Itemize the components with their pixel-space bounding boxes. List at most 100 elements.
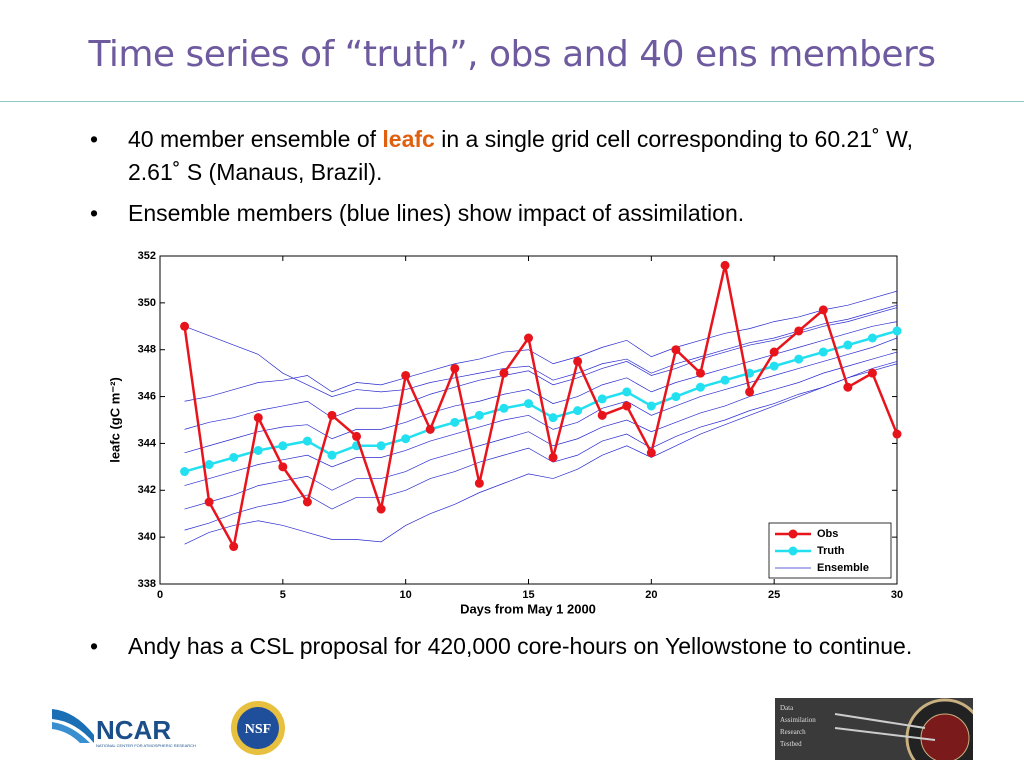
x-tick-label: 5 <box>280 589 286 601</box>
data-point <box>425 424 435 434</box>
data-point <box>695 382 705 392</box>
data-point <box>376 441 386 451</box>
ensemble-line <box>184 304 898 397</box>
data-point <box>302 497 312 507</box>
x-tick-label: 20 <box>645 589 657 601</box>
legend-label: Truth <box>817 545 845 557</box>
data-point <box>843 382 853 392</box>
y-tick-label: 348 <box>138 344 156 356</box>
y-tick-label: 338 <box>138 578 156 590</box>
dart-text: Assimilation <box>780 716 816 724</box>
data-point <box>818 347 828 357</box>
data-point <box>573 356 583 366</box>
data-point <box>548 452 558 462</box>
data-point <box>524 399 533 409</box>
bullet: 40 member ensemble of leafc in a single … <box>90 123 958 189</box>
data-point <box>327 410 337 420</box>
data-point <box>671 392 681 402</box>
ncar-swoosh <box>52 709 94 743</box>
data-point <box>352 431 362 441</box>
ncar-logo: NCAR NATIONAL CENTER FOR ATMOSPHERIC RES… <box>52 709 196 748</box>
data-point <box>597 394 607 404</box>
data-point <box>597 410 607 420</box>
title-rule <box>0 101 1024 102</box>
data-point <box>867 333 877 343</box>
data-point <box>253 445 263 455</box>
data-point <box>302 436 312 446</box>
legend-marker <box>788 529 798 539</box>
ensemble-line <box>184 351 898 510</box>
y-tick-label: 340 <box>138 531 156 543</box>
legend-label: Obs <box>817 528 838 540</box>
x-tick-label: 0 <box>157 589 163 601</box>
y-tick-label: 352 <box>138 250 156 262</box>
x-tick-label: 15 <box>522 589 534 601</box>
data-point <box>646 401 656 411</box>
ensemble-line <box>184 307 898 430</box>
data-point <box>229 452 239 462</box>
data-point <box>524 333 533 343</box>
legend-marker <box>788 546 798 556</box>
ensemble-line <box>184 290 898 402</box>
data-point <box>720 260 730 270</box>
data-point <box>204 460 214 470</box>
data-point <box>204 497 214 507</box>
ncar-swoosh <box>52 722 90 743</box>
data-point <box>867 368 877 378</box>
data-point <box>450 417 460 427</box>
x-tick-label: 10 <box>400 589 412 601</box>
data-point <box>499 403 509 413</box>
ncar-text: NCAR <box>96 715 171 745</box>
data-point <box>180 321 190 331</box>
dart <box>834 713 926 729</box>
data-point <box>376 504 386 514</box>
data-point <box>499 368 509 378</box>
slide-title: Time series of “truth”, obs and 40 ens m… <box>88 34 936 75</box>
x-tick-label: 30 <box>891 589 903 601</box>
dartboard-ring <box>920 713 970 760</box>
data-point <box>794 354 804 364</box>
ncar-subtext: NATIONAL CENTER FOR ATMOSPHERIC RESEARCH <box>96 743 196 748</box>
data-point <box>622 387 632 397</box>
bullet-text: in a single grid cell corresponding to 6… <box>128 126 913 185</box>
data-point <box>180 467 190 477</box>
y-axis-label: leafc (gC m⁻²) <box>107 377 122 463</box>
data-point <box>474 478 484 488</box>
y-tick-label: 342 <box>138 484 156 496</box>
x-tick-label: 25 <box>768 589 780 601</box>
y-tick-label: 344 <box>138 437 157 449</box>
dart-text: Research <box>780 728 806 736</box>
ensemble-line <box>184 337 898 486</box>
nsf-text: NSF <box>245 722 271 737</box>
nsf-disc <box>237 707 279 749</box>
data-point <box>745 387 755 397</box>
data-point <box>892 326 902 336</box>
data-point <box>229 542 239 552</box>
dart-text: Data <box>780 704 794 712</box>
data-point <box>474 410 484 420</box>
data-point <box>278 441 288 451</box>
data-point <box>843 340 853 350</box>
data-point <box>720 375 730 385</box>
data-point <box>695 368 705 378</box>
data-point <box>818 305 828 315</box>
data-point <box>671 345 681 355</box>
data-point <box>450 363 460 373</box>
data-point <box>794 326 804 336</box>
bullet: Ensemble members (blue lines) show impac… <box>90 197 958 230</box>
nsf-logo: NSF <box>231 701 285 755</box>
data-point <box>892 429 902 439</box>
data-point <box>622 401 632 411</box>
data-point <box>573 406 583 416</box>
data-point <box>327 450 337 460</box>
data-point <box>253 413 263 423</box>
data-point <box>769 361 779 371</box>
dart <box>834 727 936 741</box>
data-point <box>401 434 411 444</box>
bullet-text: 40 member ensemble of <box>128 126 383 152</box>
y-tick-label: 350 <box>138 297 156 309</box>
data-point <box>769 347 779 357</box>
y-tick-label: 346 <box>138 390 156 402</box>
